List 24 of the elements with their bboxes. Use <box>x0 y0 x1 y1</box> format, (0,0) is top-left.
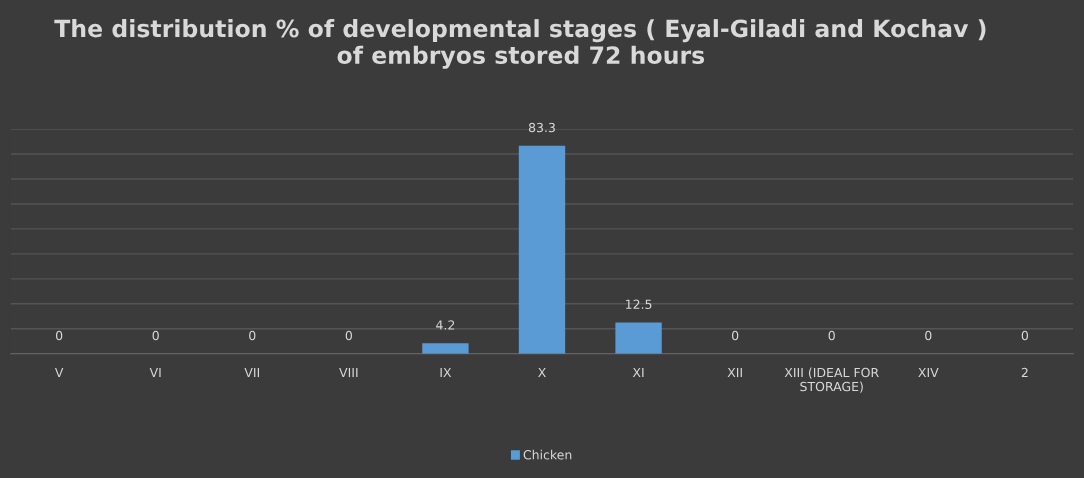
data-label: 0 <box>55 330 63 341</box>
x-tick-label: VI <box>149 367 161 378</box>
x-tick-label: XI <box>632 367 644 378</box>
legend-label: Chicken <box>523 449 572 460</box>
data-label: 0 <box>152 330 159 341</box>
x-tick-label: XIII (IDEAL FOR STORAGE) <box>784 367 879 393</box>
x-tick-label: XIV <box>918 367 939 378</box>
x-tick-label: VIII <box>339 367 358 378</box>
data-label: 12.5 <box>626 299 652 309</box>
data-label: 0 <box>828 330 835 341</box>
data-label: 0 <box>249 330 256 341</box>
data-label: 83.3 <box>528 122 555 133</box>
x-tick-label: X <box>538 367 546 378</box>
data-label: 4.2 <box>436 320 455 330</box>
x-tick-label: XII <box>727 367 742 378</box>
data-label: 0 <box>732 330 739 341</box>
data-label: 0 <box>925 330 932 341</box>
data-label: 0 <box>345 330 352 341</box>
x-tick-label: VII <box>244 367 260 378</box>
chart-title: The distribution % of developmental stages ( Eyal-Giladi and Kochav ) of embryos stored 72 hours <box>54 19 986 69</box>
x-tick-label: 2 <box>1021 367 1028 378</box>
data-label: 0 <box>1021 330 1029 341</box>
x-tick-label: IX <box>440 367 452 378</box>
x-tick-label: V <box>54 367 64 378</box>
